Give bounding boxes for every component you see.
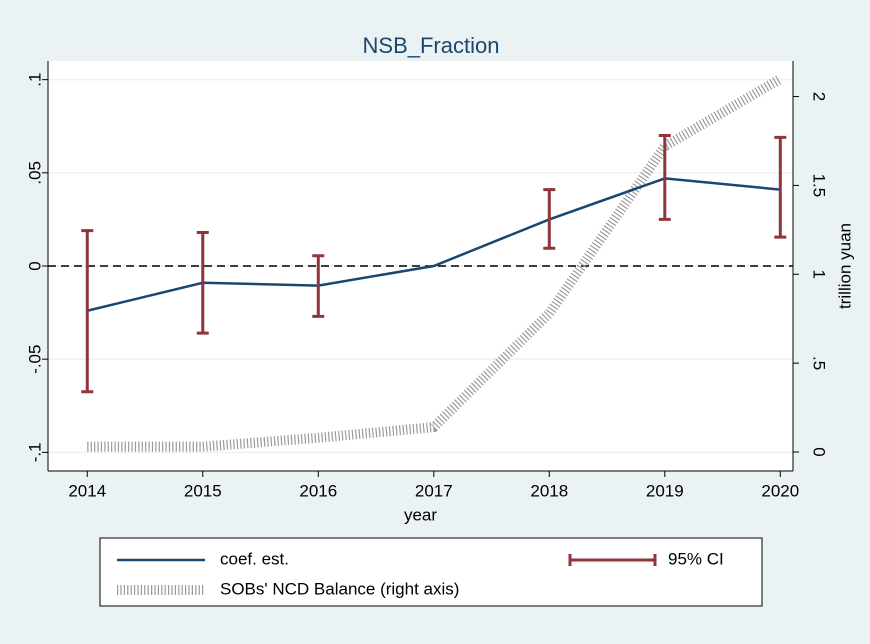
x-tick-label: 2020	[761, 481, 799, 500]
x-tick-label: 2014	[68, 481, 106, 500]
chart-title: NSB_Fraction	[363, 33, 500, 58]
y2-tick-label: 2	[810, 92, 829, 101]
x-tick-label: 2017	[415, 481, 453, 500]
x-tick-label: 2018	[530, 481, 568, 500]
error-bar	[658, 134, 671, 221]
y-tick-label: -.1	[25, 442, 44, 462]
error-bar	[196, 230, 209, 335]
y2-tick-label: 1.5	[810, 174, 829, 198]
balance-line	[87, 74, 783, 452]
x-axis-title: year	[404, 505, 437, 524]
error-bar	[774, 135, 787, 239]
legend-label: 95% CI	[668, 549, 724, 568]
x-tick-label: 2015	[184, 481, 222, 500]
x-tick-label: 2019	[646, 481, 684, 500]
y-tick-label: 0	[25, 261, 44, 270]
legend-swatch	[568, 554, 657, 566]
y2-tick-label: 1	[810, 270, 829, 279]
y-tick-label: -.05	[25, 345, 44, 374]
legend-box	[99, 537, 763, 607]
y2-tick-label: .5	[810, 356, 829, 370]
error-bar	[312, 254, 325, 318]
legend-label: coef. est.	[220, 549, 289, 568]
legend-label: SOBs' NCD Balance (right axis)	[220, 579, 459, 598]
error-bar	[543, 188, 556, 250]
y-tick-label: .05	[25, 161, 44, 185]
x-tick-label: 2016	[299, 481, 337, 500]
y2-tick-label: 0	[810, 447, 829, 456]
error-bar	[81, 229, 94, 394]
y2-axis-title: trillion yuan	[835, 223, 854, 309]
y-tick-label: .1	[25, 73, 44, 87]
